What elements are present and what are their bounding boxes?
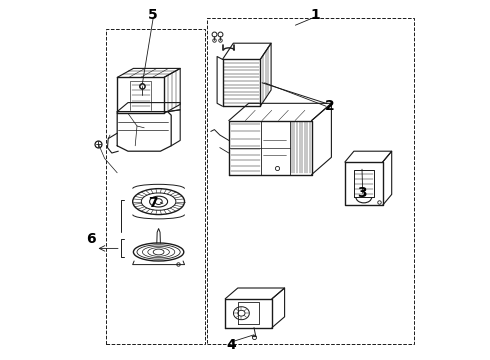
Text: 6: 6	[86, 233, 96, 246]
Text: 2: 2	[325, 99, 335, 113]
Text: 1: 1	[310, 8, 320, 22]
Bar	[106, 29, 205, 344]
Bar	[207, 18, 414, 344]
Text: 7: 7	[148, 197, 158, 210]
Text: 5: 5	[148, 8, 158, 22]
Text: 4: 4	[226, 338, 236, 352]
Text: 3: 3	[357, 186, 367, 199]
